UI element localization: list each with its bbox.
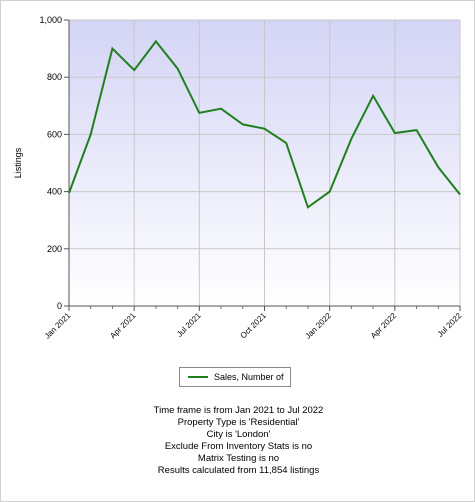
series-line-sales [68,39,461,209]
y-tick-label: 600 [47,129,62,139]
y-tick-label: 1,000 [39,15,62,25]
summary-line-city: City is 'London' [206,429,271,440]
summary-line-matrix-testing: Matrix Testing is no [197,453,280,464]
summary-line-exclude-inventory: Exclude From Inventory Stats is no [164,441,313,452]
x-tick-label: Oct 2021 [239,311,269,341]
x-tick-label: Jan 2021 [43,311,73,341]
summary-line-property-type: Property Type is 'Residential' [177,417,300,428]
x-tick-label: Jul 2021 [175,311,203,339]
y-tick-label: 400 [47,187,62,197]
x-tick-label: Jan 2022 [303,311,333,341]
line-chart: 0 200 400 600 800 1,000 Jan 2021 Apr 2021 Jul 20… [13,15,464,341]
legend-label: Sales, Number of [214,372,284,382]
y-tick-label: 800 [47,72,62,82]
y-axis-title: Listings [13,147,23,178]
x-tick-label: Jul 2022 [436,311,464,339]
x-tick-label: Apr 2022 [369,311,399,341]
legend-swatch [188,376,208,378]
x-tick-label: Apr 2021 [108,311,138,341]
y-tick-label: 200 [47,244,62,254]
summary-line-timeframe: Time frame is from Jan 2021 to Jul 2022 [153,405,324,416]
legend: Sales, Number of [179,367,291,387]
summary-line-result-count: Results calculated from 11,854 listings [157,465,320,476]
summary-notes: Time frame is from Jan 2021 to Jul 2022 … [1,405,475,477]
y-tick-label: 0 [57,301,62,311]
